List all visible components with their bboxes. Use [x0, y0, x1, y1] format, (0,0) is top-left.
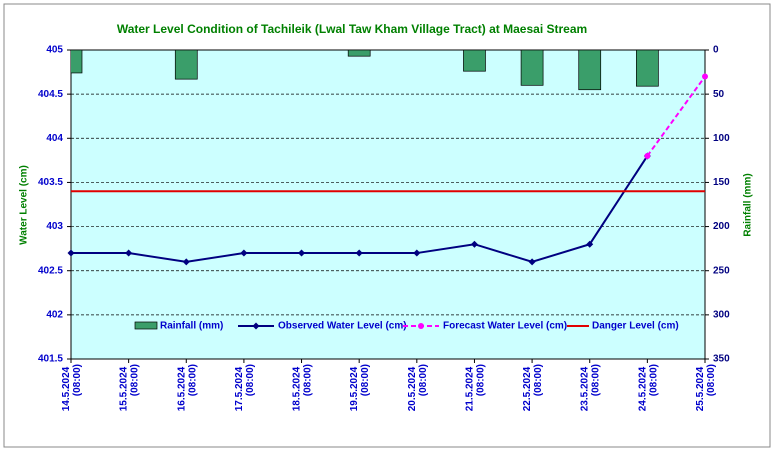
x-tick-label: 18.5.2024 (08:00): [291, 364, 313, 411]
point: [182, 258, 190, 266]
y-tick-label: 402.5: [38, 265, 63, 276]
x-tick-label: 17.5.2024 (08:00): [234, 364, 256, 411]
x-tick-label: 22.5.2024 (08:00): [522, 364, 544, 411]
y2-tick-label: 100: [713, 133, 730, 144]
y-tick-label: 404: [46, 133, 63, 144]
point: [470, 240, 478, 248]
y2-tick-label: 250: [713, 265, 730, 276]
y2-tick-label: 50: [713, 89, 725, 100]
y2-tick-label: 0: [713, 45, 719, 56]
point: [644, 152, 651, 159]
y-tick-label: 403.5: [38, 177, 63, 188]
x-tick-label: 15.5.2024 (08:00): [118, 364, 140, 411]
x-tick-label: 23.5.2024 (08:00): [579, 364, 601, 411]
series-line: [646, 75, 706, 157]
rain-bar: [636, 50, 659, 87]
rain-bar: [578, 50, 602, 91]
legend-label: Rainfall (mm): [160, 321, 223, 332]
legend-marker: [418, 323, 424, 329]
y2-tick-label: 200: [713, 221, 730, 232]
point: [355, 249, 363, 257]
point: [702, 73, 708, 80]
y-axis-label: Water Level (cm): [19, 165, 30, 245]
y-tick-label: 404.5: [38, 89, 63, 100]
point: [298, 249, 306, 257]
rain-bar: [71, 50, 83, 74]
x-tick-label: 25.5.2024 (08:00): [695, 364, 717, 411]
chart-title: Water Level Condition of Tachileik (Lwal…: [117, 22, 587, 36]
y2-tick-label: 300: [713, 309, 730, 320]
point: [586, 240, 594, 248]
bars: [71, 50, 659, 91]
y2-tick-label: 350: [713, 354, 730, 365]
point: [125, 249, 133, 257]
rain-bar: [347, 50, 371, 57]
y-tick-label: 405: [46, 45, 63, 56]
x-tick-label: 24.5.2024 (08:00): [637, 364, 659, 411]
x-tick-label: 20.5.2024 (08:00): [406, 364, 428, 411]
point: [413, 249, 421, 257]
y-tick-label: 401.5: [38, 354, 63, 365]
x-tick-label: 16.5.2024 (08:00): [176, 364, 198, 411]
legend-label: Danger Level (cm): [592, 321, 679, 332]
y2-axis-label: Rainfall (mm): [743, 173, 754, 236]
rain-bar: [174, 50, 198, 80]
x-tick-label: 14.5.2024 (08:00): [61, 364, 83, 411]
legend-marker: [252, 322, 260, 330]
legend-label: Observed Water Level (cm): [278, 321, 407, 332]
y-tick-label: 402: [46, 309, 63, 320]
plot-area: [70, 49, 706, 360]
x-tick-label: 21.5.2024 (08:00): [464, 364, 486, 411]
x-tick-label: 19.5.2024 (08:00): [349, 364, 371, 411]
y-tick-label: 403: [46, 221, 63, 232]
y2-tick-label: 150: [713, 177, 730, 188]
point: [528, 258, 536, 266]
point: [67, 249, 75, 257]
rain-bar: [463, 50, 486, 72]
legend-swatch: [134, 321, 158, 330]
point: [240, 249, 248, 257]
legend-label: Forecast Water Level (cm): [443, 321, 567, 332]
rain-bar: [520, 50, 544, 86]
